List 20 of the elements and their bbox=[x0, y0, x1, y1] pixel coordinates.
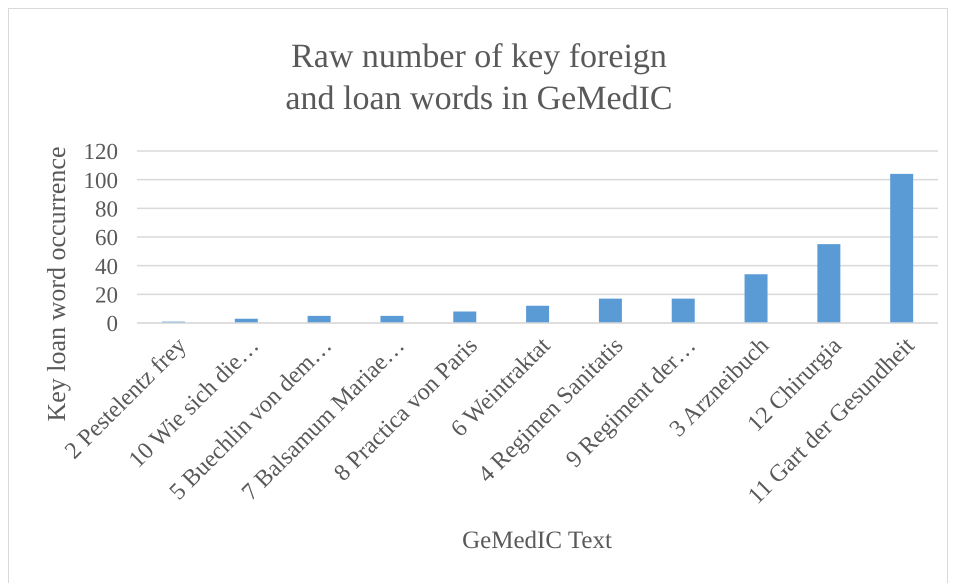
bar bbox=[598, 298, 622, 323]
bar bbox=[234, 318, 258, 323]
y-tick-label: 0 bbox=[106, 311, 118, 336]
bar bbox=[817, 244, 840, 323]
chart-title: Raw number of key foreign and loan words in GeMedIC bbox=[284, 37, 674, 119]
y-tick-label: 40 bbox=[95, 254, 118, 279]
x-axis-title: GeMedIC Text bbox=[461, 526, 613, 556]
bar bbox=[526, 306, 550, 323]
y-tick-label: 100 bbox=[84, 168, 118, 193]
bar bbox=[308, 316, 331, 323]
y-axis-title: Key loan word occurrence bbox=[42, 145, 72, 424]
bar bbox=[744, 274, 768, 323]
y-tick-label: 80 bbox=[95, 196, 118, 222]
bar bbox=[380, 316, 404, 323]
y-tick-label: 60 bbox=[95, 225, 118, 250]
y-tick-label: 20 bbox=[95, 282, 118, 308]
bar bbox=[453, 312, 476, 323]
bar bbox=[672, 298, 695, 323]
y-tick-label: 120 bbox=[84, 139, 118, 164]
bar bbox=[890, 174, 914, 323]
